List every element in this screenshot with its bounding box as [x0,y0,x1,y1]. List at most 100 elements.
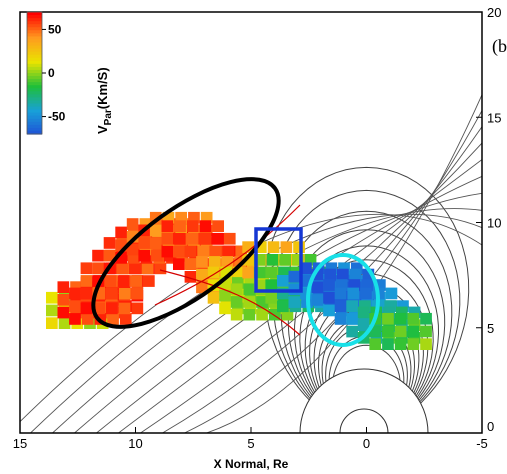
data-cell [197,245,209,258]
data-cell [152,243,164,256]
y-axis-ticks: 0 5 10 15 20 [476,5,501,434]
colorbar-stripe [27,27,42,31]
y-tick-label: 0 [487,419,494,434]
data-cell [92,249,104,262]
data-cell [220,266,233,279]
colorbar-ticks: 50 0 -50 [42,22,66,124]
data-cell [161,233,174,245]
data-cell [407,338,420,350]
data-cell [396,332,408,344]
data-cell [93,302,105,315]
data-cell [149,211,162,224]
data-cell [324,268,336,281]
data-cell [210,245,222,258]
colorbar: 50 0 -50 VPar(Km/S) [26,11,114,135]
colorbar-stripe [27,15,42,19]
colorbar-stripe [27,115,42,120]
data-cell [277,287,289,300]
colorbar-stripe [27,66,42,71]
data-cell [337,268,349,281]
data-cell [253,279,266,292]
data-cell [346,300,358,312]
data-cell [196,268,208,281]
data-cell [231,302,244,315]
colorbar-stripe [27,48,42,53]
data-cell [382,325,394,338]
data-cell [335,279,348,291]
data-cell [243,296,256,308]
data-cell [408,306,421,319]
data-cell [119,313,132,325]
data-cell [118,287,131,300]
data-cell [348,279,361,291]
data-cell [198,232,211,245]
data-cell [184,245,197,258]
colorbar-stripe [27,127,42,132]
data-cell [382,338,394,350]
field-line [20,213,482,423]
colorbar-stripe [27,69,42,74]
data-cell [277,300,289,313]
data-cell [70,294,82,306]
data-cell [323,279,335,291]
data-cell [243,283,256,296]
data-cell [131,302,144,315]
data-cell [161,245,174,258]
data-cell [347,287,360,300]
colorbar-stripe [27,94,42,98]
colorbar-stripe [27,112,42,117]
data-cell [139,218,152,230]
data-cell [80,287,93,300]
data-cell [312,287,325,300]
colorbar-stripe [27,21,42,25]
data-cell [221,256,234,268]
colorbar-stripe [27,39,42,44]
data-cell [126,218,139,230]
data-cell [46,291,58,304]
data-cell [408,332,421,344]
x-tick-label: 5 [247,436,254,451]
colorbar-stripe [27,76,42,80]
data-cell [312,275,325,287]
black-ellipse-annotation [91,177,281,329]
data-cell [106,302,118,315]
colorbar-stripe [27,91,42,95]
x-axis-label: X Normal, Re [214,457,289,471]
data-cell [420,338,432,350]
colorbar-title: VPar(Km/S) [95,67,114,134]
data-cell [81,313,94,325]
data-cell [103,237,116,249]
data-cell [334,313,347,325]
data-cell [143,275,155,287]
data-cell [394,312,407,325]
data-cell [244,302,257,315]
data-cell [152,218,164,230]
data-cell [161,220,174,232]
colorbar-stripe [27,85,42,89]
data-cell [200,211,213,224]
data-cell [57,281,70,293]
data-cell [196,256,208,268]
data-cell [267,241,280,253]
colorbar-stripe [27,88,42,92]
data-cell [359,325,371,338]
colorbar-stripe [27,30,42,34]
data-cell [107,313,119,325]
data-cell [408,319,421,331]
data-cell [185,232,198,245]
data-cell [279,254,291,266]
data-cell [186,220,199,232]
data-cell [184,258,197,270]
data-cell [304,254,317,266]
data-cell [243,308,256,321]
data-cell [80,262,93,275]
colorbar-stripe [27,18,42,22]
data-cell [130,275,142,287]
data-cell [222,245,235,258]
data-cell [93,287,105,300]
cyan-ellipse-annotation [306,253,380,347]
data-cell [234,256,246,268]
data-cell [175,211,187,224]
data-cell [383,319,395,331]
